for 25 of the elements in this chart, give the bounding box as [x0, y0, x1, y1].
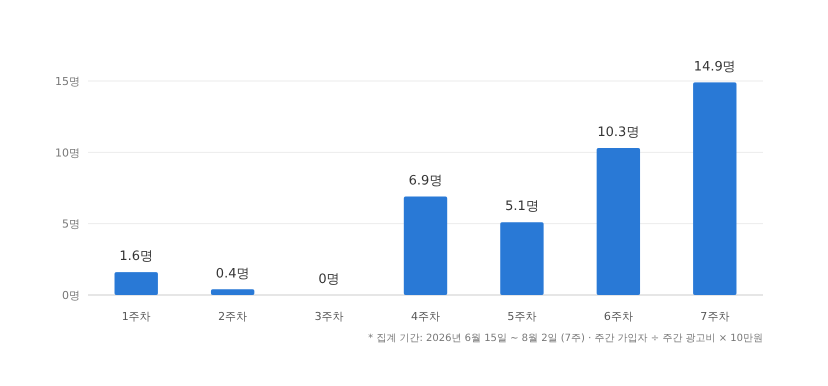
data-label: 6.9명: [408, 174, 442, 189]
y-tick-label: 0명: [62, 289, 80, 302]
data-label: 14.9명: [694, 59, 736, 74]
bar: [596, 148, 640, 295]
data-label: 1.6명: [119, 249, 154, 264]
bar: [210, 289, 254, 295]
x-tick-label: 2주차: [218, 310, 248, 323]
x-tick-label: 4주차: [411, 310, 440, 323]
data-label: 10.3명: [597, 125, 640, 140]
x-tick-label: 6주차: [604, 310, 633, 323]
y-tick-label: 10명: [55, 146, 80, 160]
bar: [500, 222, 544, 295]
bar: [693, 82, 736, 295]
text: * 집계 기간: 2026년 6월 15일 ~ 8월 2일 (7주) · 주간 가입자 ÷ 주간 광고비 × 10만원: [368, 333, 763, 344]
data-label: 0.4명: [216, 266, 250, 282]
data-label: 0명: [318, 272, 340, 287]
x-tick-label: 1주차: [122, 310, 151, 323]
x-tick-label: 5주차: [507, 310, 536, 323]
y-tick-label: 5명: [62, 218, 80, 231]
bar: [404, 196, 448, 295]
y-tick-label: 15명: [55, 75, 80, 88]
x-tick-label: 3주차: [314, 310, 344, 323]
x-tick-label: 7주차: [700, 310, 730, 323]
bar: [114, 272, 158, 295]
data-label: 5.1명: [505, 199, 539, 214]
